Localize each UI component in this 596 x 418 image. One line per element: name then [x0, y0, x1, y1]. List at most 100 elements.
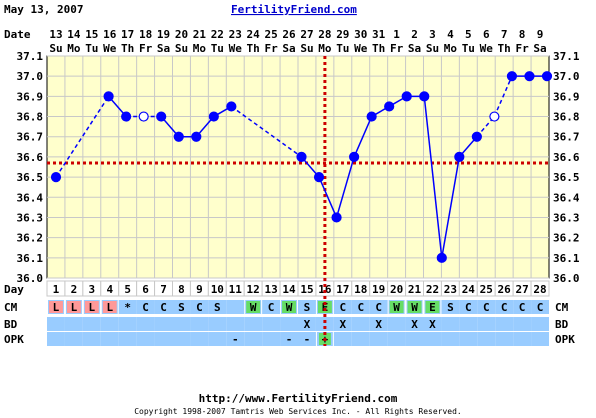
- row-bg: [351, 317, 370, 331]
- row-bg: [369, 317, 388, 331]
- day-cell: 10: [211, 283, 224, 296]
- temp-point: [138, 111, 149, 122]
- temp-segment: [318, 176, 338, 218]
- cm-cell: C: [268, 301, 275, 314]
- date-label: 15: [85, 28, 98, 41]
- weekday-label: Th: [372, 42, 385, 55]
- y-tick-label-right: 37.1: [553, 50, 580, 63]
- date-label: 9: [537, 28, 544, 41]
- footer-copyright: Copyright 1998-2007 Tamtris Web Services…: [134, 407, 462, 416]
- day-cell: 20: [390, 283, 403, 296]
- cm-cell: E: [429, 301, 436, 314]
- day-cell: 5: [124, 283, 131, 296]
- date-row-label: Date: [4, 28, 31, 41]
- y-tick-label-left: 36.0: [17, 272, 44, 285]
- weekday-label: Fr: [390, 42, 404, 55]
- temp-segment: [423, 96, 443, 258]
- temp-point: [156, 111, 167, 122]
- row-bg: [513, 300, 532, 314]
- bd-cell: X: [375, 318, 382, 331]
- temp-point: [366, 111, 377, 122]
- row-bg: [190, 332, 209, 346]
- cm-highlight: [84, 301, 99, 313]
- temp-point: [173, 131, 184, 142]
- row-bg: [441, 317, 460, 331]
- row-bg: [387, 332, 406, 346]
- date-label: 30: [354, 28, 367, 41]
- row-bg: [477, 317, 496, 331]
- y-tick-label-left: 36.8: [17, 111, 44, 124]
- cm-cell: *: [124, 301, 131, 314]
- weekday-label: Su: [49, 42, 62, 55]
- temp-point: [541, 71, 553, 82]
- data-rows: Day 1 2 3 4 5 6 7 8 9 10 11 12 13 14 15 16 17 18 19 20 21 22 23…: [4, 280, 575, 346]
- weekday-label: Mo: [193, 42, 207, 55]
- row-bg: [262, 300, 281, 314]
- bd-cell: X: [429, 318, 436, 331]
- row-bg: [477, 332, 496, 346]
- date-label: 18: [139, 28, 152, 41]
- row-bg: [333, 317, 352, 331]
- day-cell: 4: [106, 283, 113, 296]
- row-bg: [118, 332, 137, 346]
- day-row-label: Day: [4, 283, 24, 296]
- weekday-label: Tu: [462, 42, 475, 55]
- cm-cell: C: [142, 301, 149, 314]
- weekday-label: Sa: [408, 42, 421, 55]
- y-tick-label-left: 37.1: [17, 50, 44, 63]
- row-bg: [118, 300, 137, 314]
- temp-segment: [335, 156, 355, 218]
- day-cell: 19: [372, 283, 385, 296]
- row-bg: [154, 317, 173, 331]
- cm-cell: C: [537, 301, 544, 314]
- day-cell: 18: [354, 283, 367, 296]
- date-label: 20: [175, 28, 188, 41]
- date-label: 2: [411, 28, 418, 41]
- weekday-label: Th: [498, 42, 511, 55]
- date-label: 29: [336, 28, 349, 41]
- date-label: 22: [211, 28, 224, 41]
- date-label: 21: [193, 28, 207, 41]
- cm-cell: L: [71, 301, 78, 314]
- temp-segment: [441, 156, 461, 258]
- y-tick-label-right: 36.1: [553, 252, 580, 265]
- row-bg: [226, 317, 245, 331]
- date-label: 14: [67, 28, 81, 41]
- weekday-label: Fr: [139, 42, 153, 55]
- date-label: 28: [318, 28, 331, 41]
- row-bg: [513, 317, 532, 331]
- weekday-label: Fr: [515, 42, 529, 55]
- temp-point: [454, 151, 465, 163]
- cm-cell: C: [196, 301, 203, 314]
- cm-highlight: [425, 301, 440, 313]
- date-label: 25: [264, 28, 277, 41]
- row-bg: [262, 317, 281, 331]
- row-bg: [315, 317, 334, 331]
- row-bg: [244, 317, 263, 331]
- weekday-label: Th: [247, 42, 260, 55]
- y-tick-label-left: 36.9: [17, 90, 44, 103]
- cm-highlight: [317, 301, 332, 313]
- weekday-label: Su: [426, 42, 439, 55]
- weekday-label: Su: [175, 42, 188, 55]
- date-label: 23: [229, 28, 242, 41]
- cm-row-label-right: CM: [555, 301, 569, 314]
- y-tick-label-right: 37.0: [553, 70, 580, 83]
- cm-cell: S: [214, 301, 221, 314]
- row-bg: [172, 300, 191, 314]
- row-bg: [459, 317, 478, 331]
- row-bg: [530, 280, 550, 297]
- row-bg: [136, 332, 155, 346]
- date-label: 6: [483, 28, 490, 41]
- row-bg: [405, 332, 424, 346]
- temp-segment: [493, 75, 513, 117]
- date-label: 5: [465, 28, 472, 41]
- row-bg: [262, 332, 281, 346]
- row-bg: [423, 332, 442, 346]
- day-cell: 16: [318, 283, 332, 296]
- temp-point: [506, 71, 518, 82]
- footer-url[interactable]: http://www.FertilityFriend.com: [199, 392, 398, 405]
- row-bg: [82, 332, 101, 346]
- weekday-label: Th: [121, 42, 134, 55]
- row-bg: [226, 300, 245, 314]
